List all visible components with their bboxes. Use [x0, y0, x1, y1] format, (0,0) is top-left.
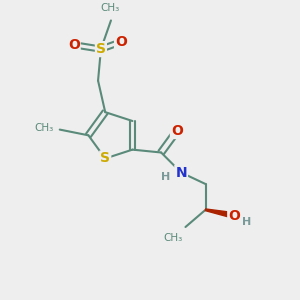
Text: CH₃: CH₃: [35, 123, 54, 133]
Text: O: O: [171, 124, 183, 138]
Text: S: S: [100, 152, 110, 166]
Text: CH₃: CH₃: [100, 3, 119, 13]
Text: O: O: [115, 35, 127, 49]
Text: H: H: [242, 217, 251, 227]
Text: H: H: [161, 172, 170, 182]
Text: N: N: [176, 166, 187, 180]
Text: S: S: [96, 42, 106, 56]
Text: O: O: [228, 208, 240, 223]
Text: O: O: [68, 38, 80, 52]
Polygon shape: [206, 209, 235, 218]
Text: CH₃: CH₃: [164, 233, 183, 243]
